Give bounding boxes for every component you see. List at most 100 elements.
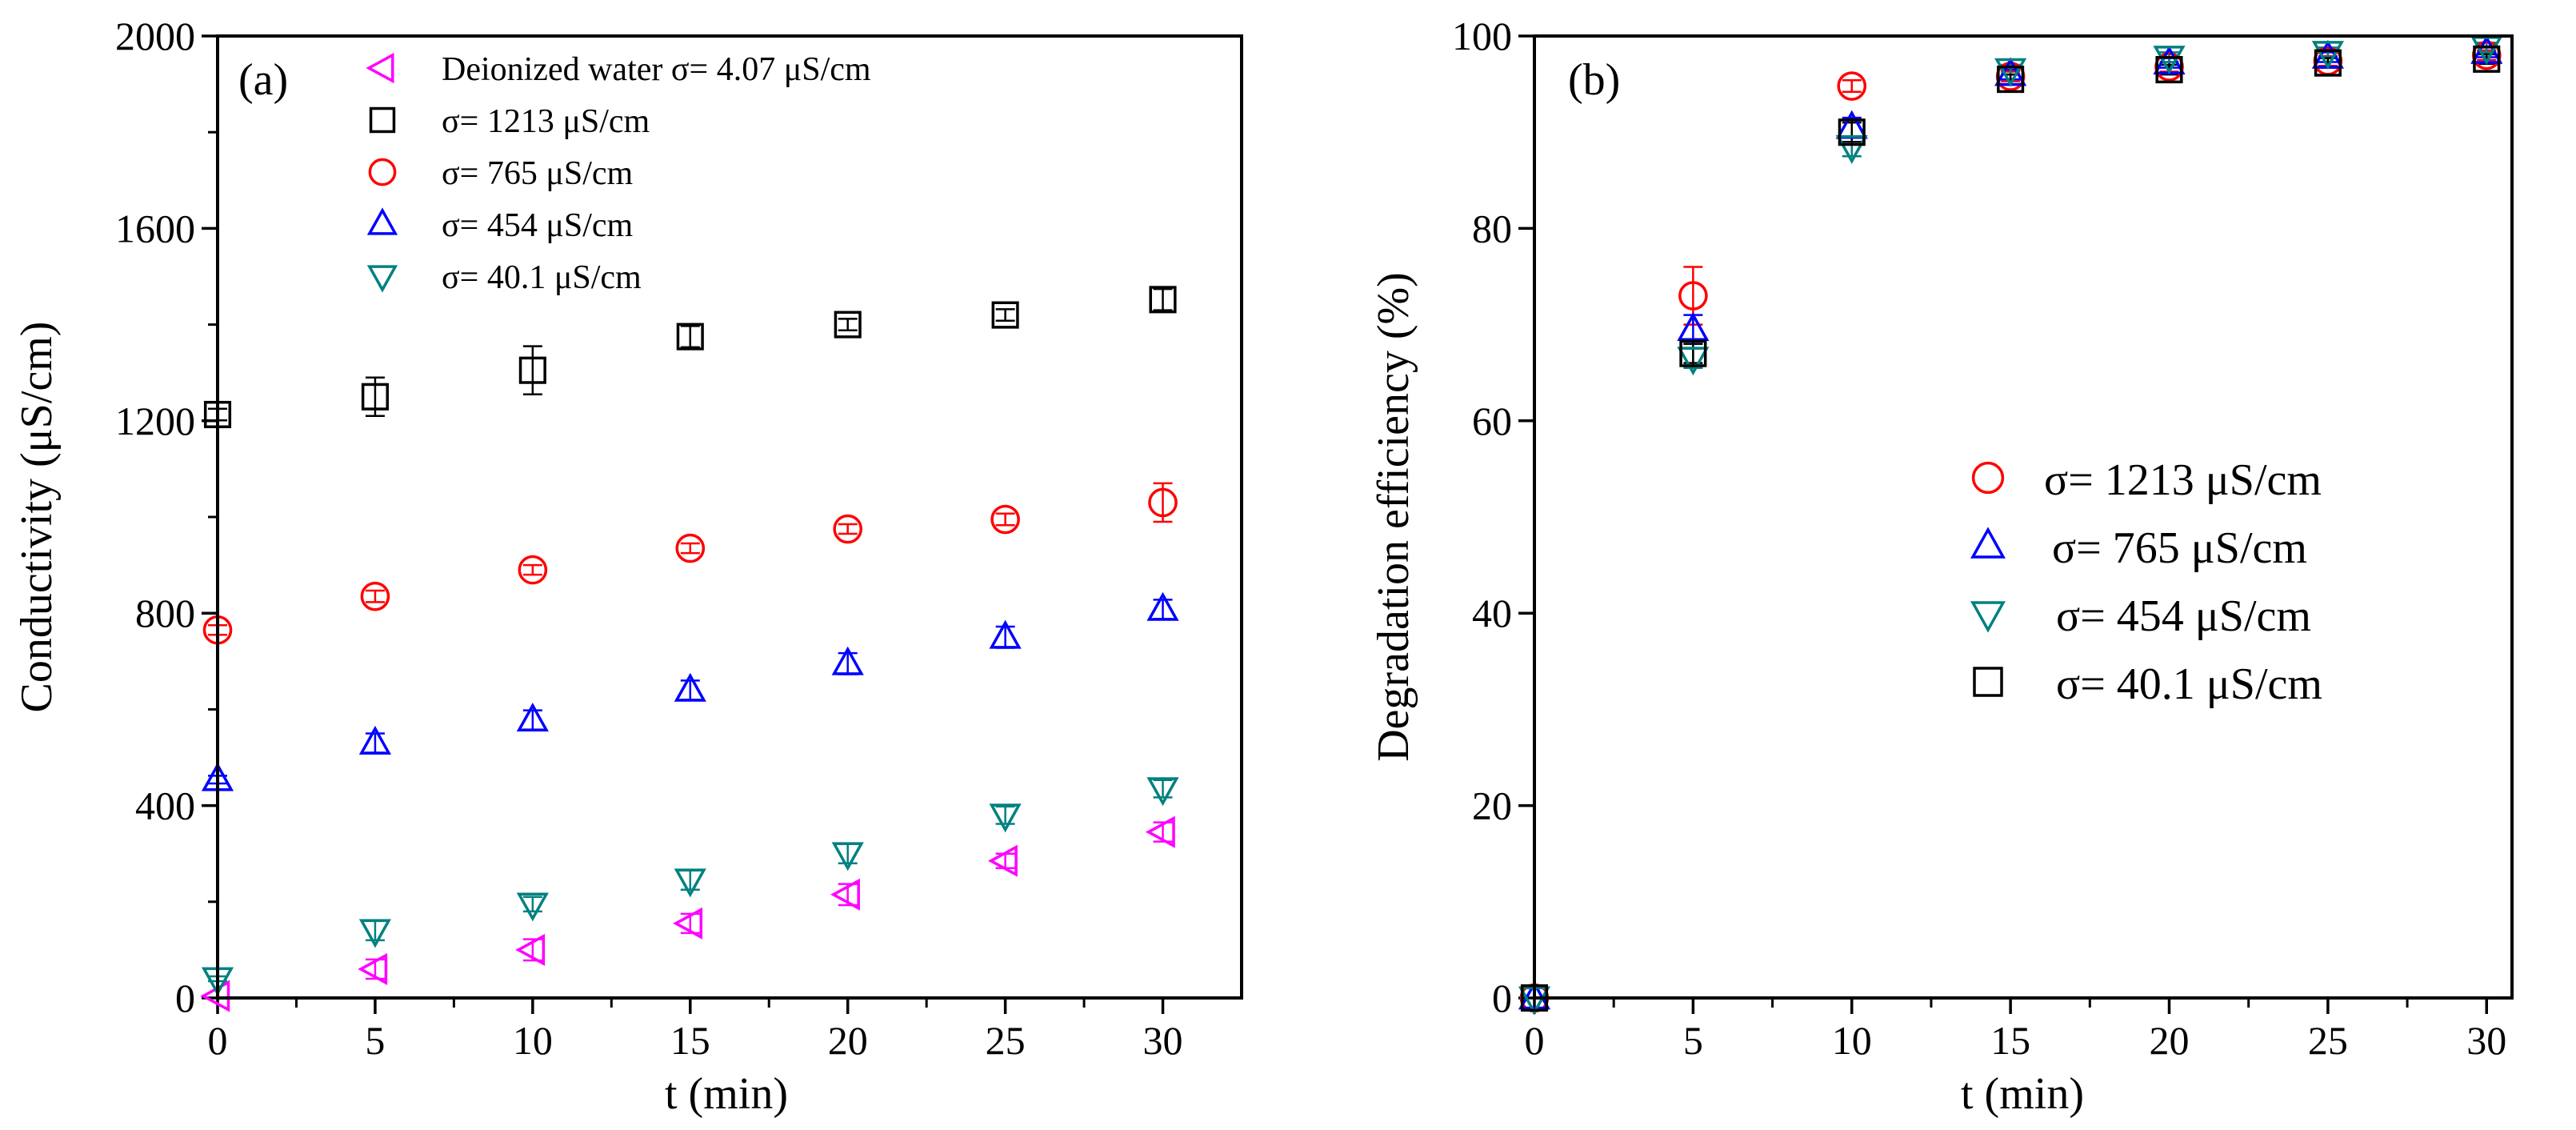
legend-marker-shape	[369, 106, 396, 134]
data-point	[1146, 591, 1179, 621]
data-point	[834, 311, 862, 339]
legend-label: σ= 454 μS/cm	[2056, 591, 2311, 641]
legend-label: σ= 765 μS/cm	[442, 155, 634, 192]
x-tick-label: 0	[1525, 1018, 1545, 1063]
legend-label: σ= 40.1 μS/cm	[2056, 659, 2322, 709]
data-point	[2311, 41, 2344, 70]
panel-a-markers	[200, 286, 1179, 1012]
legend-marker-shape	[366, 265, 398, 293]
panel-a-label: (a)	[238, 55, 288, 105]
data-point	[1994, 58, 2027, 87]
y-tick-label: 80	[1472, 206, 1512, 250]
legend-label: σ= 765 μS/cm	[2052, 523, 2307, 573]
data-point	[1518, 980, 1551, 1010]
legend-marker	[1970, 527, 2006, 559]
data-point	[1678, 281, 1708, 311]
panel-b-y-axis-title: Degradation efficiency (%)	[1369, 272, 1418, 762]
y-tick-label: 1200	[115, 399, 195, 443]
y-tick-label: 100	[1452, 14, 1512, 58]
legend-marker	[1973, 667, 2003, 697]
data-point	[358, 919, 392, 948]
panel-a-y-axis-title: Conductivity (μS/cm)	[12, 322, 62, 713]
y-tick-label: 60	[1472, 399, 1512, 443]
data-point	[360, 581, 390, 611]
data-point	[676, 323, 704, 351]
data-point	[990, 504, 1020, 535]
data-point	[989, 803, 1022, 833]
legend-item: σ= 454 μS/cm	[1970, 591, 2311, 641]
data-point	[675, 533, 706, 563]
legend-label: Deionized water σ= 4.07 μS/cm	[442, 51, 871, 88]
x-tick-label: 25	[2308, 1018, 2348, 1063]
data-point	[1146, 777, 1179, 807]
panel-b-label: (b)	[1568, 55, 1620, 105]
panel-b-markers	[1518, 34, 2503, 1016]
data-point	[516, 892, 549, 922]
data-point	[1148, 487, 1178, 518]
data-point	[361, 383, 389, 411]
panel-b-chart: (b) 0 5 10 15 20 25 30 0 20 40 60 80 100 t (min) Deg…	[1369, 14, 2514, 1119]
data-point	[831, 646, 864, 675]
data-point	[1145, 815, 1175, 848]
legend-marker-shape	[1971, 461, 2005, 495]
legend-item: σ= 40.1 μS/cm	[366, 259, 642, 296]
x-tick-label: 10	[513, 1018, 553, 1063]
data-point	[1149, 286, 1177, 314]
x-tick-label: 15	[670, 1018, 710, 1063]
data-point	[673, 907, 703, 940]
legend-marker	[1971, 461, 2005, 495]
legend-marker	[368, 158, 397, 186]
y-tick-label: 400	[135, 783, 195, 828]
data-point	[2155, 56, 2183, 84]
y-tick-label: 2000	[115, 14, 195, 58]
data-point	[1837, 71, 1867, 101]
legend-item: σ= 454 μS/cm	[366, 207, 634, 244]
legend-marker	[366, 52, 394, 84]
legend-label: σ= 454 μS/cm	[442, 207, 634, 244]
data-point	[1997, 66, 2025, 94]
data-point	[2153, 46, 2186, 75]
data-point	[515, 933, 546, 966]
data-point	[674, 672, 706, 702]
legend-marker-shape	[1973, 667, 2003, 697]
x-tick-label: 0	[208, 1018, 228, 1063]
legend-item: Deionized water σ= 4.07 μS/cm	[366, 51, 871, 88]
x-tick-label: 20	[2150, 1018, 2190, 1063]
data-point	[2473, 45, 2501, 73]
y-tick-label: 20	[1472, 783, 1512, 828]
panel-a-legend: Deionized water σ= 4.07 μS/cm σ= 1213 μS…	[366, 51, 871, 296]
data-point	[830, 878, 860, 911]
data-point	[1677, 312, 1710, 341]
legend-marker	[1970, 601, 2006, 633]
y-tick-label: 0	[1492, 976, 1512, 1020]
data-point	[1679, 339, 1707, 367]
x-tick-label: 5	[1683, 1018, 1703, 1063]
legend-item: σ= 765 μS/cm	[368, 155, 634, 192]
panel-a-ticks: 0 5 10 15 20 25 30 0 400 800 1200 1600 2000	[115, 14, 1183, 1063]
data-point	[518, 356, 546, 384]
legend-marker	[369, 106, 396, 134]
legend-marker-shape	[1970, 527, 2006, 559]
x-tick-label: 30	[1143, 1018, 1183, 1063]
data-point	[516, 703, 549, 731]
x-tick-label: 30	[2466, 1018, 2506, 1063]
panel-a-plot-frame	[216, 34, 1243, 1000]
legend-label: σ= 1213 μS/cm	[2044, 455, 2322, 505]
data-point	[831, 842, 864, 872]
data-point	[833, 514, 863, 544]
legend-marker-shape	[366, 52, 394, 84]
legend-marker	[366, 265, 398, 293]
legend-marker	[366, 207, 398, 235]
x-tick-label: 15	[1990, 1018, 2030, 1063]
panel-b-x-axis-title: t (min)	[1961, 1069, 2084, 1119]
y-tick-label: 800	[135, 591, 195, 635]
legend-marker-shape	[368, 158, 397, 186]
legend-item: σ= 1213 μS/cm	[369, 103, 650, 140]
y-tick-label: 0	[175, 976, 195, 1020]
x-tick-label: 10	[1832, 1018, 1872, 1063]
data-point	[1835, 134, 1868, 164]
panel-b-plot-frame	[1533, 34, 2514, 1000]
data-point	[518, 555, 548, 585]
legend-item: σ= 1213 μS/cm	[1971, 455, 2322, 505]
data-point	[358, 725, 392, 755]
